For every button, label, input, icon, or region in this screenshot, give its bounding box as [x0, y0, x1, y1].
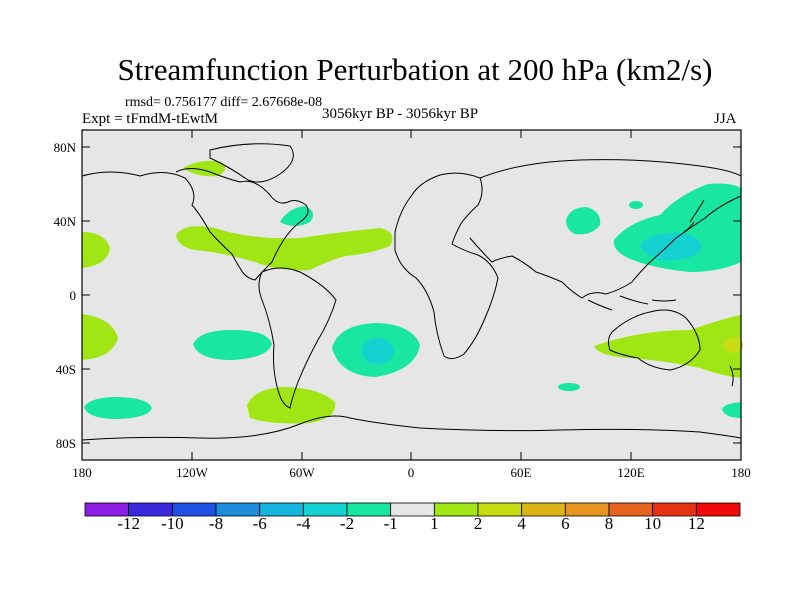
japan-coast [683, 199, 705, 233]
greenland-coast [209, 143, 294, 183]
asia-coast [469, 159, 742, 299]
greenland-anomaly [183, 160, 226, 177]
plot-frame [81, 129, 742, 461]
lat-label-40s: 40S [55, 362, 76, 377]
lon-label-180e: 180 [731, 465, 751, 480]
lat-label-80n: 80N [53, 140, 76, 155]
antarctica-coast [81, 415, 742, 441]
lon-label-120w: 120W [176, 465, 208, 480]
lat-label-0: 0 [69, 288, 77, 303]
europe-africa-coast [394, 172, 499, 360]
lon-label-180w: 180 [72, 465, 92, 480]
south-pacific-anomaly [193, 330, 272, 360]
positive-anomaly-regions [82, 160, 741, 424]
south-atlantic-high-lat-anomaly [247, 387, 336, 424]
south-atlantic-core [362, 338, 394, 364]
central-asia-anomaly [566, 207, 601, 235]
colorbar-label: 10 [644, 514, 662, 533]
lon-label-60w: 60W [289, 465, 315, 480]
south-pacific-high-lat-anomaly [84, 397, 152, 419]
mongolia-anomaly [629, 201, 643, 209]
season-label: JJA [714, 111, 737, 127]
map-background [82, 130, 741, 460]
lat-label-40n: 40N [53, 214, 76, 229]
indonesia-coast [587, 295, 677, 311]
indian-ocean-anomaly [558, 383, 580, 391]
colorbar-label: -1 [383, 514, 398, 533]
new-zealand-coast [729, 365, 734, 387]
lat-label-80s: 80S [55, 436, 76, 451]
colorbar-label: -2 [339, 514, 355, 533]
strong-negative-anomaly-cores [362, 232, 702, 364]
north-pacific-core [640, 232, 702, 261]
australia-core-anomaly [723, 337, 743, 353]
lon-label-120e: 120E [617, 465, 645, 480]
colorbar-label: -10 [160, 514, 184, 533]
australia-anomaly [594, 315, 741, 378]
chart-title: Streamfunction Perturbation at 200 hPa (… [117, 52, 713, 87]
stats-label: rmsd= 0.756177 diff= 2.67668e-08 [125, 95, 323, 110]
colorbar-label: 6 [561, 514, 570, 533]
south-america-coast [258, 267, 337, 409]
colorbar-label: -12 [117, 514, 140, 533]
colorbar-label: -6 [252, 514, 267, 533]
colorbar-label: 12 [687, 514, 705, 533]
colorbar-label: 1 [430, 514, 439, 533]
colorbar-box [695, 502, 741, 517]
coastlines [81, 143, 742, 441]
colorbar-label: -8 [208, 514, 224, 533]
colorbar-label: 2 [473, 514, 483, 533]
colorbar-label: 4 [517, 514, 526, 533]
australia-coast [607, 309, 701, 371]
south-pacific-west-anomaly [82, 314, 118, 360]
atlantic-band-anomaly [176, 226, 393, 271]
colorbar [84, 502, 741, 517]
experiment-label: Expt = tFmdM-tEwtM [82, 111, 218, 127]
north-america-coast [81, 168, 309, 281]
colorbar-label: -4 [296, 514, 311, 533]
colorbar-label: 8 [604, 514, 614, 533]
west-pacific-band-anomaly [82, 232, 110, 268]
lon-label-0: 0 [407, 465, 415, 480]
lon-label-60e: 60E [510, 465, 532, 480]
period-label: 3056kyr BP - 3056kyr BP [322, 106, 479, 122]
dateline-high-lat-anomaly [722, 402, 741, 418]
north-america-east-anomaly [280, 206, 314, 226]
